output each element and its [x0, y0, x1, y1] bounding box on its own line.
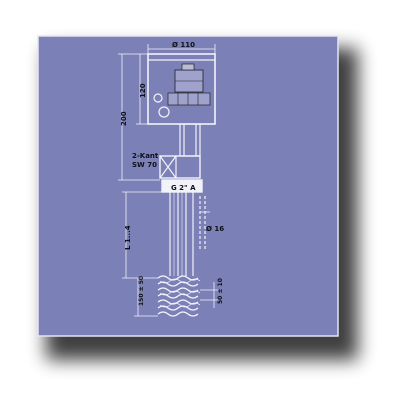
coil-length-label: 150 ± 50: [138, 276, 145, 306]
heating-coils: [157, 275, 201, 317]
thread-label: G 2" A: [171, 184, 196, 192]
tube-diameter-label: Ø 16: [206, 225, 224, 233]
insertion-length-label: L 1...4: [124, 225, 132, 250]
height-total-label: 200: [120, 111, 128, 126]
shaft: [169, 192, 194, 276]
dimension-lines: [118, 44, 218, 317]
head-diameter-label: Ø 110: [172, 41, 195, 49]
wrench-flats: [159, 155, 201, 179]
device-outline: [147, 53, 216, 276]
wrench-label-2: SW 70: [132, 161, 157, 169]
wrench-label-1: 2-Kant: [132, 152, 159, 160]
height-top-label: 120: [139, 83, 147, 98]
coil-offset-label: 50 ± 10: [217, 278, 224, 304]
